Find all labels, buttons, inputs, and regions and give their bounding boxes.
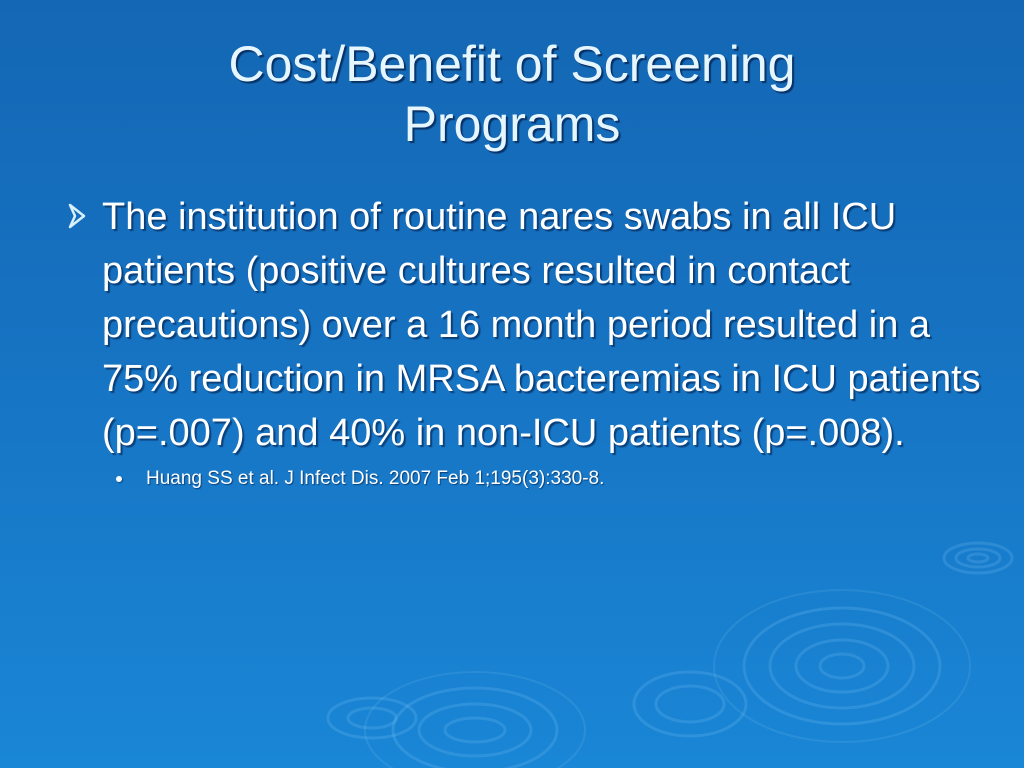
round-bullet-icon xyxy=(116,476,122,482)
citation-text: Huang SS et al. J Infect Dis. 2007 Feb 1… xyxy=(146,468,605,489)
slide-content: The institution of routine nares swabs i… xyxy=(60,190,990,492)
slide-title-line-1: Cost/Benefit of Screening xyxy=(228,36,796,92)
arrow-bullet-icon xyxy=(68,203,86,229)
slide-title-line-2: Programs xyxy=(403,96,621,152)
slide-title: Cost/Benefit of Screening Programs xyxy=(100,34,924,154)
main-bullet-text: The institution of routine nares swabs i… xyxy=(102,196,981,454)
citation-bullet-item: Huang SS et al. J Infect Dis. 2007 Feb 1… xyxy=(60,466,990,492)
main-bullet-item: The institution of routine nares swabs i… xyxy=(60,190,990,460)
